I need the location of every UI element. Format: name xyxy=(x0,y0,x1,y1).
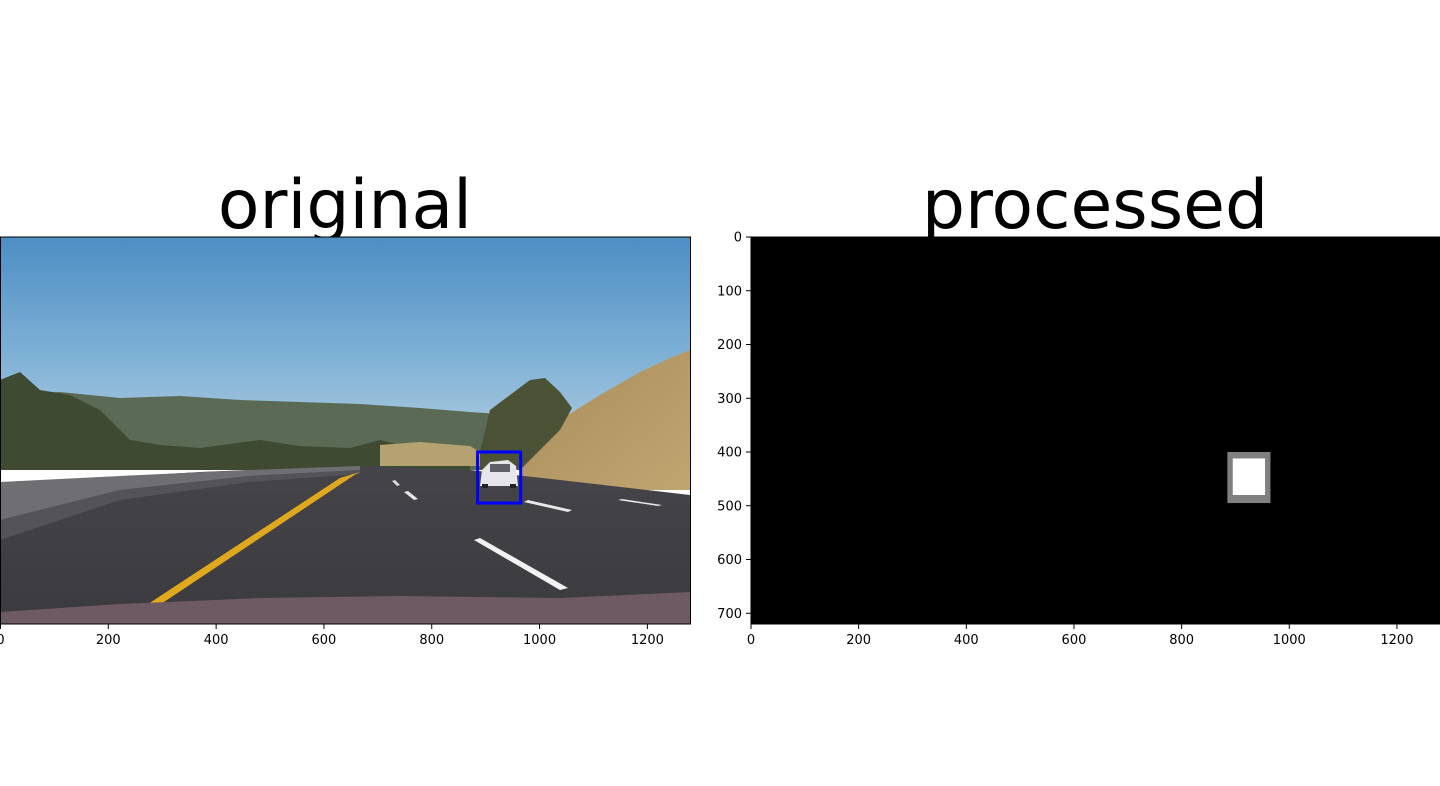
processed-frame xyxy=(750,236,1440,625)
y-tick-label: 100 xyxy=(717,284,742,299)
y-tick-label: 400 xyxy=(717,446,742,461)
x-tick-label: 600 xyxy=(312,633,337,648)
car-window xyxy=(490,464,510,472)
x-tick-label: 0 xyxy=(747,633,755,648)
car-wheel-right xyxy=(510,484,516,488)
x-tick-label: 800 xyxy=(419,633,444,648)
white-dash-1 xyxy=(474,538,568,590)
white-dash-2 xyxy=(524,500,572,512)
x-tick-label: 200 xyxy=(96,633,121,648)
x-tick-label: 1200 xyxy=(1380,633,1413,648)
barrier-shadow xyxy=(0,470,360,540)
processed-axes: processed 0 200 400 600 800 1000 1200 0 100 200 3… xyxy=(717,166,1440,648)
x-tick-label: 1000 xyxy=(523,633,556,648)
original-x-axis: 0 200 400 600 800 1000 1200 xyxy=(0,624,664,648)
y-tick-label: 300 xyxy=(717,392,742,407)
x-tick-label: 800 xyxy=(1169,633,1194,648)
x-tick-label: 0 xyxy=(0,633,5,648)
concrete-barrier xyxy=(0,466,360,520)
processed-x-axis: 0 200 400 600 800 1000 1200 xyxy=(747,624,1413,648)
heatmap-background xyxy=(751,237,1440,624)
tree-line xyxy=(0,372,470,470)
x-tick-label: 1000 xyxy=(1273,633,1306,648)
white-dash-4 xyxy=(404,491,418,500)
roadside-trees-right xyxy=(480,378,572,470)
y-tick-label: 200 xyxy=(717,338,742,353)
original-axes: original 0 200 400 600 800 1000 1200 xyxy=(0,166,691,648)
car-hood xyxy=(0,592,690,624)
x-tick-label: 400 xyxy=(954,633,979,648)
x-tick-label: 600 xyxy=(1062,633,1087,648)
x-tick-label: 200 xyxy=(846,633,871,648)
x-tick-label: 1200 xyxy=(631,633,664,648)
y-tick-label: 600 xyxy=(717,553,742,568)
yellow-lane-line xyxy=(145,472,360,606)
dry-field xyxy=(380,442,480,466)
white-dash-3 xyxy=(618,499,662,506)
road-surface xyxy=(0,466,690,624)
hillside xyxy=(520,350,690,490)
processed-y-axis: 0 100 200 300 400 500 600 700 xyxy=(717,231,751,622)
processed-title: processed xyxy=(922,166,1268,245)
road-photo xyxy=(0,237,690,624)
original-title: original xyxy=(218,166,472,245)
white-dash-5 xyxy=(392,480,400,486)
detection-box-layer xyxy=(476,450,523,505)
y-tick-label: 0 xyxy=(734,231,742,246)
y-tick-label: 500 xyxy=(717,499,742,514)
x-tick-label: 400 xyxy=(204,633,229,648)
heatmap-regions xyxy=(1227,452,1271,504)
detection-bounding-box xyxy=(476,450,523,505)
original-frame xyxy=(0,236,691,625)
car-wheel-left xyxy=(482,484,488,488)
y-tick-label: 700 xyxy=(717,607,742,622)
heatmap-region xyxy=(1232,458,1266,495)
